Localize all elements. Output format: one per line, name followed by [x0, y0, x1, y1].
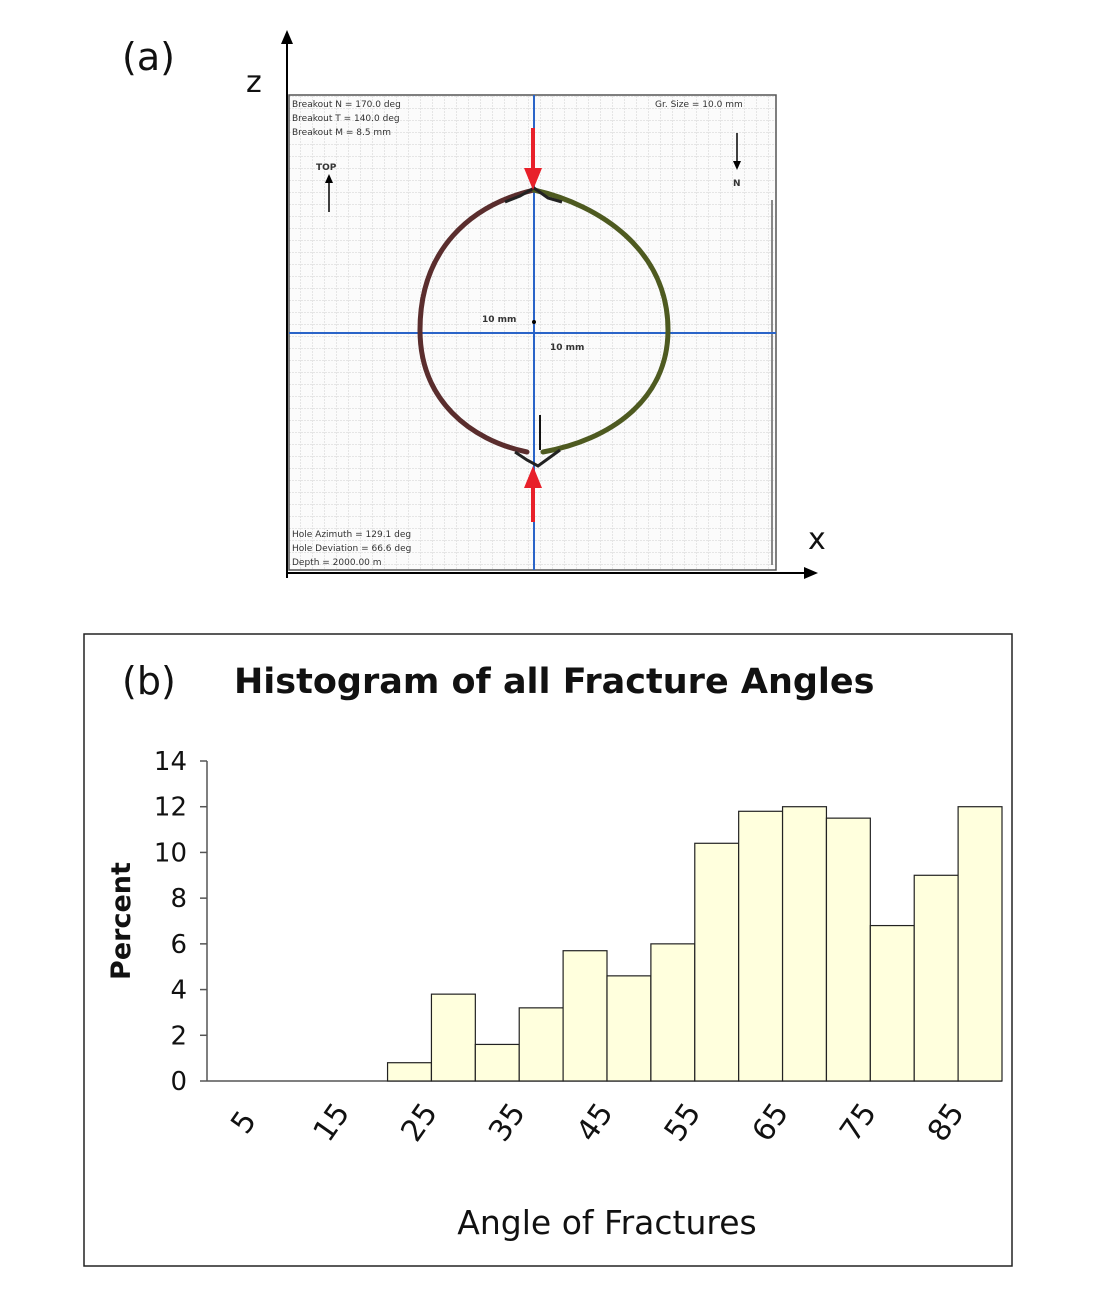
y-tick-label: 14 — [154, 747, 187, 777]
scale-marker-horizontal: 10 mm — [482, 315, 516, 325]
chart-title: Histogram of all Fracture Angles — [234, 662, 875, 702]
histogram-bar — [913, 874, 959, 1082]
x-axis-title: Angle of Fractures — [457, 1203, 756, 1242]
histogram-bar — [781, 806, 828, 1082]
y-tick-label: 6 — [170, 930, 187, 960]
histogram-bar — [825, 817, 871, 1082]
histogram-bar — [386, 1062, 433, 1082]
info-bottom-left-1: Hole Azimuth = 129.1 deg — [292, 530, 411, 540]
breakout-bottom-notch — [514, 448, 561, 468]
north-indicator-arrowhead — [733, 161, 741, 170]
borehole-outline-left — [417, 187, 537, 455]
z-axis-arrowhead — [281, 30, 293, 44]
z-axis-label: z — [246, 65, 262, 100]
panel-b: (b) Histogram of all Fracture Angles 0 2 4… — [83, 633, 1013, 1267]
bars — [386, 806, 1003, 1082]
histogram-bar — [650, 943, 696, 1082]
histogram-bar — [957, 806, 1003, 1082]
top-indicator-label: TOP — [316, 163, 337, 173]
compression-arrow-bottom — [524, 466, 542, 522]
histogram-bar — [694, 842, 740, 1082]
x-axis-arrowhead — [804, 567, 818, 579]
info-top-left-2: Breakout T = 140.0 deg — [292, 114, 400, 124]
info-top-right: Gr. Size = 10.0 mm — [655, 100, 743, 110]
histogram-bar — [738, 810, 784, 1082]
y-ticks: 0 2 4 6 8 10 12 14 — [154, 747, 207, 1097]
y-tick-label: 2 — [170, 1021, 187, 1051]
y-tick-label: 10 — [154, 838, 187, 868]
x-axis-label: x — [808, 522, 826, 557]
panel-a: (a) z x 10 mm 10 mm — [122, 30, 826, 579]
top-indicator-arrowhead — [325, 174, 333, 183]
y-tick-label: 8 — [170, 884, 187, 914]
panel-a-label: (a) — [122, 35, 175, 79]
center-point — [532, 320, 536, 324]
y-tick-label: 12 — [154, 793, 187, 823]
info-top-left-1: Breakout N = 170.0 deg — [292, 100, 401, 110]
scale-marker-vertical: 10 mm — [550, 343, 584, 353]
compression-arrow-top — [524, 128, 542, 190]
histogram-bar — [606, 975, 652, 1082]
y-tick-label: 0 — [170, 1067, 187, 1097]
x-ticks: 5 15 25 35 45 55 65 75 85 — [224, 1097, 971, 1148]
breakout-top-notch — [504, 186, 563, 204]
histogram-bar — [562, 950, 608, 1082]
panel-b-label: (b) — [122, 659, 176, 703]
info-bottom-left-2: Hole Deviation = 66.6 deg — [292, 544, 411, 554]
histogram-bar — [474, 1043, 520, 1082]
info-top-left-3: Breakout M = 8.5 mm — [292, 128, 391, 138]
histogram-bar — [518, 1007, 564, 1082]
y-axis-title: Percent — [106, 862, 137, 980]
north-indicator-label: N — [733, 179, 741, 189]
y-tick-label: 4 — [170, 976, 187, 1006]
info-bottom-left-3: Depth = 2000.00 m — [292, 558, 382, 568]
histogram-bar — [430, 993, 476, 1082]
borehole-outline-right — [531, 187, 671, 455]
histogram-bar — [869, 924, 915, 1082]
